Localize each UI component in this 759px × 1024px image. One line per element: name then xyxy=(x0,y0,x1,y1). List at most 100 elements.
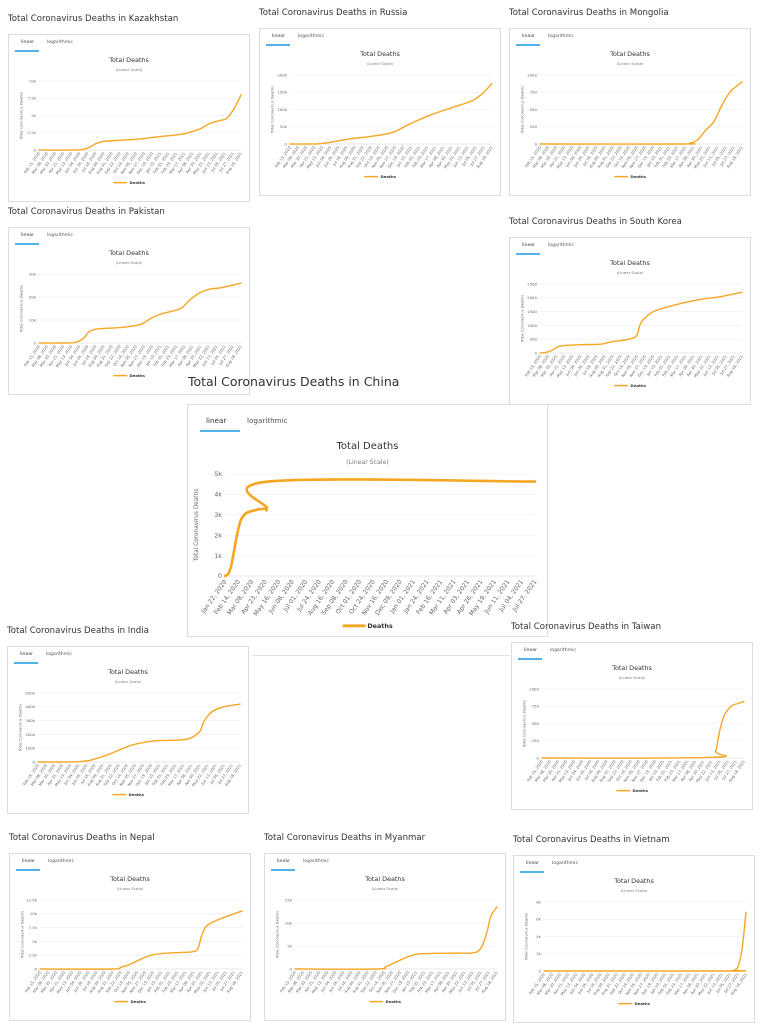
chart-card-mongolia: Total Deaths (Linear Scale) 0 250 500 750 1000… xyxy=(509,28,751,196)
y-tick-label: 2.5k xyxy=(28,130,37,135)
scale-tabs: linear logarithmic xyxy=(260,29,500,46)
y-tick-label: 250 xyxy=(530,124,538,129)
y-tick-label: 8k xyxy=(536,899,541,904)
chart-subtitle: (Linear Scale) xyxy=(116,67,143,72)
chart-card-nepal: Total Deaths (Linear Scale) 0 2.5k 5k 7.5k 10k… xyxy=(9,853,251,1021)
tab-linear[interactable]: linear xyxy=(522,34,535,39)
y-axis-label: Total Coronavirus Deaths xyxy=(19,92,24,141)
chart-title-russia: Total Coronavirus Deaths in Russia xyxy=(259,8,408,18)
chart-heading: Total Deaths xyxy=(109,875,150,883)
chart-svg: Total Deaths (Linear Scale) 0 250 500 750 1000… xyxy=(520,50,745,179)
legend-label[interactable]: Deaths xyxy=(129,180,145,185)
legend-label[interactable]: Deaths xyxy=(385,999,401,1004)
active-tab-indicator xyxy=(516,44,540,46)
tab-linear[interactable]: linear xyxy=(272,34,285,39)
chart-card-pakistan: Total Deaths (Linear Scale) 0 10k 20k 30k Tota… xyxy=(8,227,250,395)
y-tick-label: 30k xyxy=(29,271,37,276)
tab-logarithmic[interactable]: logarithmic xyxy=(552,861,578,866)
chart-heading: Total Deaths xyxy=(364,875,405,883)
y-tick-label: 3k xyxy=(214,511,222,519)
series-line-deaths xyxy=(39,910,243,970)
chart-title-mongolia: Total Coronavirus Deaths in Mongolia xyxy=(509,8,669,18)
tab-logarithmic[interactable]: logarithmic xyxy=(550,648,576,653)
y-tick-label: 0 xyxy=(539,968,542,973)
series-line-deaths xyxy=(38,94,242,151)
y-axis-label: Total Coronavirus Deaths xyxy=(275,911,280,960)
legend-label[interactable]: Deaths xyxy=(634,1001,650,1006)
chart-subtitle: (Linear Scale) xyxy=(619,675,646,680)
legend-label[interactable]: Deaths xyxy=(130,999,146,1004)
chart-card-india: Total Deaths (Linear Scale) 0 100k 200k 300k 4… xyxy=(7,646,249,814)
chart-svg: Total Deaths (Linear Scale) 0 5k 10k 15k Total… xyxy=(275,875,500,1004)
tab-linear[interactable]: linear xyxy=(20,652,33,657)
tab-linear[interactable]: linear xyxy=(22,859,35,864)
tab-linear[interactable]: linear xyxy=(277,859,290,864)
tab-linear[interactable]: linear xyxy=(206,416,227,425)
chart-heading: Total Deaths xyxy=(611,664,652,672)
tab-logarithmic[interactable]: logarithmic xyxy=(303,859,329,864)
y-tick-label: 12.5k xyxy=(26,897,38,902)
tab-linear[interactable]: linear xyxy=(522,243,535,248)
y-axis-label: Total Coronavirus Deaths xyxy=(520,295,525,344)
legend-label[interactable]: Deaths xyxy=(380,174,396,179)
legend-label[interactable]: Deaths xyxy=(630,174,646,179)
scale-tabs: linear logarithmic xyxy=(510,29,750,46)
y-tick-label: 100k xyxy=(277,107,287,112)
tab-logarithmic[interactable]: logarithmic xyxy=(548,34,574,39)
y-tick-label: 500 xyxy=(532,721,540,726)
chart-subtitle: (Linear Scale) xyxy=(617,270,644,275)
y-tick-label: 2k xyxy=(214,531,222,539)
legend-label[interactable]: Deaths xyxy=(129,373,145,378)
active-tab-indicator xyxy=(520,871,544,873)
y-tick-label: 10k xyxy=(285,920,293,925)
series-line-deaths xyxy=(37,703,241,763)
y-tick-label: 5k xyxy=(32,939,37,944)
y-axis-label: Total Coronavirus Deaths xyxy=(524,913,529,962)
chart-heading: Total Deaths xyxy=(609,259,650,267)
chart-card-taiwan: Total Deaths (Linear Scale) 0 250 500 750 1000… xyxy=(511,642,753,810)
tab-linear[interactable]: linear xyxy=(526,861,539,866)
tab-linear[interactable]: linear xyxy=(21,233,34,238)
chart-card-south-korea: Total Deaths (Linear Scale) 0 500 1000 1500 20… xyxy=(509,237,751,405)
active-tab-indicator xyxy=(271,869,295,871)
y-tick-label: 200k xyxy=(25,732,35,737)
y-tick-label: 6k xyxy=(536,917,541,922)
tab-logarithmic[interactable]: logarithmic xyxy=(48,859,74,864)
y-tick-label: 150k xyxy=(277,90,287,95)
y-tick-label: 750 xyxy=(532,704,540,709)
legend-label[interactable]: Deaths xyxy=(630,383,646,388)
tab-logarithmic[interactable]: logarithmic xyxy=(47,233,73,238)
legend-label[interactable]: Deaths xyxy=(367,622,393,630)
tab-logarithmic[interactable]: logarithmic xyxy=(247,416,288,425)
tab-linear[interactable]: linear xyxy=(21,40,34,45)
y-tick-label: 500 xyxy=(530,107,538,112)
scale-tabs: linear logarithmic xyxy=(510,238,750,255)
tab-logarithmic[interactable]: logarithmic xyxy=(47,40,73,45)
legend-label[interactable]: Deaths xyxy=(128,792,144,797)
y-tick-label: 2.5k xyxy=(29,953,38,958)
tab-linear[interactable]: linear xyxy=(524,648,537,653)
chart-subtitle: (Linear Scale) xyxy=(346,459,389,466)
y-tick-label: 300k xyxy=(25,718,35,723)
y-tick-label: 0 xyxy=(34,147,37,152)
tab-logarithmic[interactable]: logarithmic xyxy=(548,243,574,248)
chart-title-pakistan: Total Coronavirus Deaths in Pakistan xyxy=(8,207,165,217)
series-line-deaths xyxy=(38,282,242,344)
tab-logarithmic[interactable]: logarithmic xyxy=(46,652,72,657)
chart-subtitle: (Linear Scale) xyxy=(117,886,144,891)
tab-logarithmic[interactable]: logarithmic xyxy=(298,34,324,39)
y-tick-label: 15k xyxy=(285,897,293,902)
active-tab-indicator xyxy=(518,658,542,660)
y-tick-label: 2500 xyxy=(527,281,537,286)
y-tick-label: 100k xyxy=(25,746,35,751)
scale-tabs: linear logarithmic xyxy=(9,228,249,245)
chart-card-china: Total Deaths (Linear Scale) 0 1k 2k 3k 4k 5k Tot… xyxy=(187,404,548,637)
y-tick-label: 7.5k xyxy=(28,96,37,101)
y-tick-label: 400k xyxy=(25,704,35,709)
y-tick-label: 250 xyxy=(532,738,540,743)
legend-label[interactable]: Deaths xyxy=(632,788,648,793)
y-tick-label: 0 xyxy=(535,141,538,146)
chart-svg: Total Deaths (Linear Scale) 0 1k 2k 3k 4k 5k Tot… xyxy=(194,441,538,630)
chart-svg: Total Deaths (Linear Scale) 0 250 500 750 1000… xyxy=(522,664,747,793)
y-tick-label: 500 xyxy=(530,337,538,342)
